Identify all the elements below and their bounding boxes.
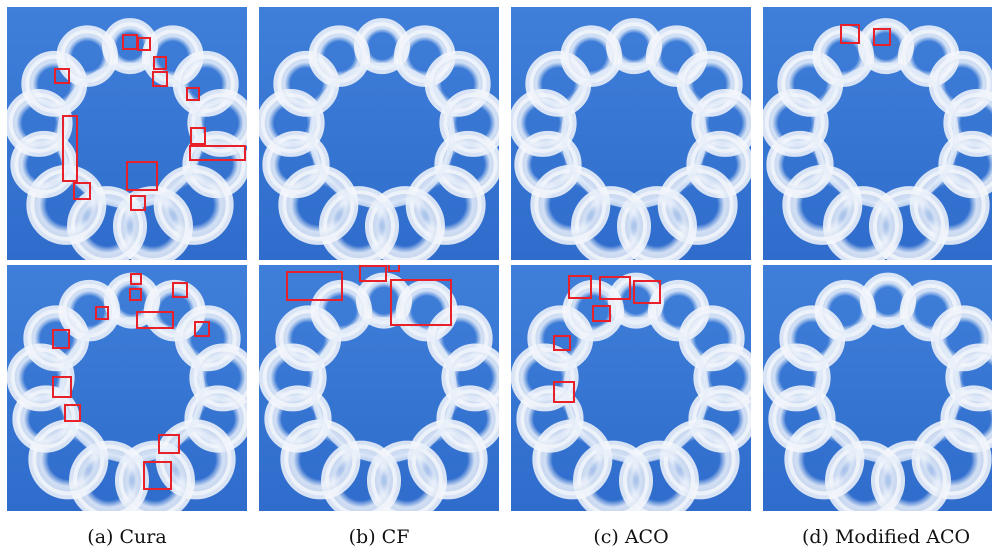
photo-panel [7,265,253,517]
caption: (c) ACO [593,526,668,548]
ring-lobe [564,29,618,83]
photo [259,262,505,517]
caption: (a) Cura [87,526,166,548]
photo-panel [511,7,755,262]
photo [7,265,253,517]
ring-lobe [816,29,870,83]
photo-panel [259,262,505,517]
figure: (a) Cura (b) CF (c) ACO (d) Modified ACO [0,0,992,556]
photo [511,265,757,517]
photo [763,7,992,262]
caption: (d) Modified ACO [802,526,970,548]
ring-lobe [818,284,872,338]
photo [511,7,755,262]
ring-lobe [312,29,366,83]
photo-panel [763,265,992,517]
photo [259,7,503,262]
photo-panel [511,265,757,517]
photo [7,7,251,262]
photo-panel [7,7,251,262]
photo [763,265,992,517]
photo-panel [763,7,992,262]
caption: (b) CF [349,526,410,548]
photo-panel [259,7,503,262]
